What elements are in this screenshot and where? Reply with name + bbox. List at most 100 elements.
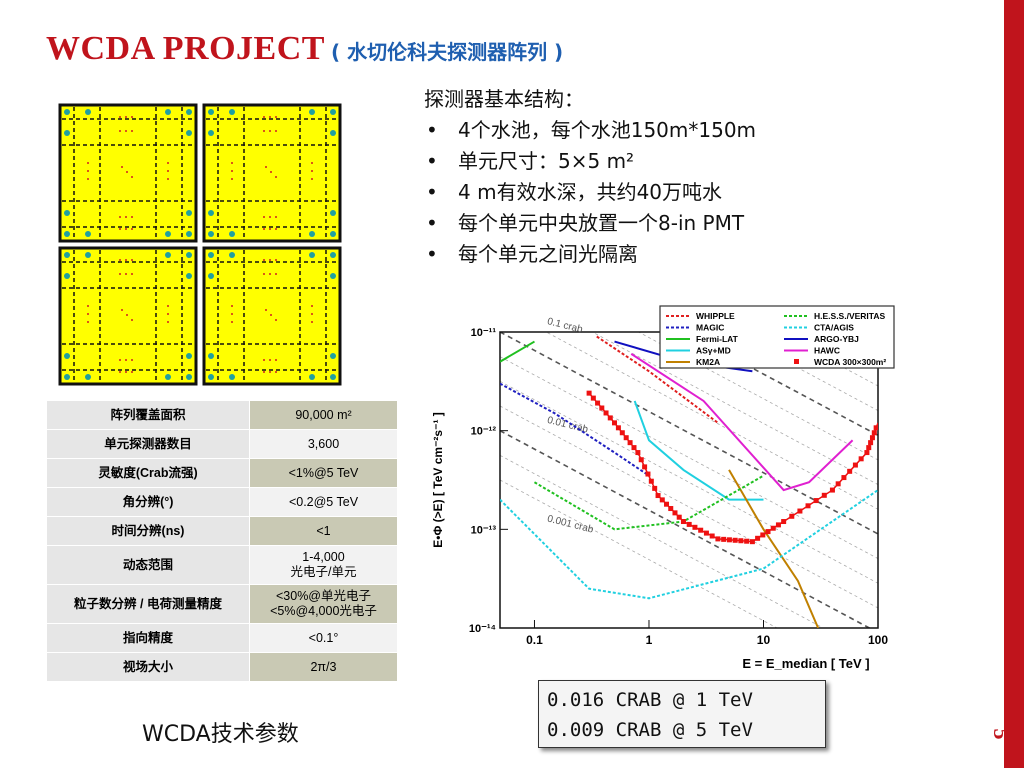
param-name: 粒子数分辨 / 电荷测量精度	[46, 584, 250, 624]
series-marker	[664, 501, 670, 507]
water-pool	[202, 103, 342, 243]
x-axis-label: E = E_median [ TeV ]	[742, 656, 869, 671]
param-value: <0.1°	[249, 623, 398, 653]
parameters-table-wrap: 阵列覆盖面积 90,000 m² 单元探测器数目 3,600 灵敏度(Crab流强) <1…	[46, 400, 398, 682]
legend-label: HAWC	[814, 346, 840, 356]
table-caption: WCDA技术参数	[142, 722, 299, 747]
series-line	[500, 382, 650, 477]
water-pool	[202, 246, 342, 386]
series-marker	[866, 445, 872, 451]
series-marker	[781, 519, 787, 525]
crab-reference-line	[500, 380, 878, 584]
series-marker	[668, 506, 674, 512]
series-marker	[721, 536, 727, 542]
table-row: 指向精度 <0.1°	[46, 623, 398, 653]
series-marker	[645, 471, 651, 477]
table-row: 灵敏度(Crab流强) <1%@5 TeV	[46, 458, 398, 488]
series-marker	[599, 405, 605, 411]
series-marker	[871, 430, 877, 436]
series-marker	[835, 481, 841, 487]
bullet-item: 单元尺寸：5×5 m²	[424, 146, 756, 177]
series-line	[596, 335, 719, 424]
series-marker	[703, 530, 709, 536]
series-marker	[680, 519, 686, 525]
crab-reference-line	[500, 405, 878, 609]
parameters-table: 阵列覆盖面积 90,000 m² 单元探测器数目 3,600 灵敏度(Crab流强) <1…	[46, 400, 398, 682]
series-marker	[755, 535, 761, 541]
legend-label: WCDA 300×300m²	[814, 357, 886, 367]
series-marker	[726, 537, 732, 543]
y-tick-label: 10⁻¹¹	[471, 327, 497, 339]
bullet-list: 4个水池，每个水池150m*150m 单元尺寸：5×5 m² 4 m有效水深，共…	[424, 115, 756, 270]
crab-note-line: 0.016 CRAB @ 1 TeV	[547, 689, 753, 711]
legend-label: H.E.S.S./VERITAS	[814, 311, 885, 321]
series-marker	[864, 450, 870, 456]
series-marker	[709, 533, 715, 539]
x-tick-label: 10	[757, 633, 771, 647]
series-marker	[821, 492, 827, 498]
table-row: 动态范围 1-4,000 光电子/单元	[46, 545, 398, 585]
series-marker	[789, 513, 795, 519]
crab-line-label: 0.001 crab	[546, 513, 595, 535]
series-marker	[797, 508, 803, 514]
crab-reference-line	[500, 479, 778, 628]
series-line	[633, 400, 764, 501]
series-marker	[612, 420, 618, 426]
series-marker	[770, 525, 776, 531]
crab-sensitivity-note: 0.016 CRAB @ 1 TeV 0.009 CRAB @ 5 TeV	[538, 680, 826, 748]
param-name: 时间分辨(ns)	[46, 516, 250, 546]
detector-array-diagram	[58, 103, 342, 386]
series-marker	[686, 521, 692, 527]
x-tick-label: 0.1	[526, 633, 543, 647]
param-name: 动态范围	[46, 545, 250, 585]
series-marker	[590, 395, 596, 401]
legend-label: CTA/AGIS	[814, 323, 854, 333]
series-marker	[852, 462, 858, 468]
series-marker	[760, 532, 766, 538]
legend-label: KM2A	[696, 357, 720, 367]
param-name: 单元探测器数目	[46, 429, 250, 459]
param-value: 90,000 m²	[249, 400, 398, 430]
legend-label: ARGO-YBJ	[814, 334, 859, 344]
series-marker	[692, 524, 698, 530]
water-pool	[58, 103, 198, 243]
series-marker	[642, 464, 648, 470]
series-line	[500, 489, 878, 600]
series-marker	[607, 415, 613, 421]
series-marker	[715, 536, 721, 542]
structure-bullets: 探测器基本结构： 4个水池，每个水池150m*150m 单元尺寸：5×5 m² …	[424, 84, 756, 270]
series-marker	[858, 456, 864, 462]
series-marker	[869, 435, 875, 441]
series-marker	[738, 538, 744, 544]
series-marker	[603, 410, 609, 416]
legend-label: ASγ+MD	[696, 346, 731, 356]
series-marker	[648, 478, 654, 484]
series-marker	[619, 430, 625, 436]
plot-frame	[499, 331, 879, 629]
series-marker	[659, 497, 665, 503]
param-value: 1-4,000 光电子/单元	[249, 545, 398, 585]
y-tick-label: 10⁻¹⁴	[469, 623, 496, 635]
bullets-lead: 探测器基本结构：	[424, 87, 584, 111]
series-marker	[595, 400, 601, 406]
table-row: 阵列覆盖面积 90,000 m²	[46, 400, 398, 430]
legend-label: MAGIC	[696, 323, 724, 333]
bullet-item: 每个单元中央放置一个8-in PMT	[424, 208, 756, 239]
series-marker	[638, 457, 644, 463]
series-marker	[873, 425, 878, 431]
y-axis-label: E•Φ (>E) [ TeV cm⁻²s⁻¹ ]	[431, 412, 445, 548]
y-tick-label: 10⁻¹²	[471, 426, 497, 438]
series-marker	[829, 487, 835, 493]
param-name: 指向精度	[46, 623, 250, 653]
title-subtitle: ( 水切伦科夫探测器阵列 )	[330, 40, 564, 64]
right-accent-bar	[1004, 0, 1024, 768]
series-marker	[672, 510, 678, 516]
param-name: 阵列覆盖面积	[46, 400, 250, 430]
title-main: WCDA PROJECT	[46, 30, 325, 67]
series-marker	[586, 390, 592, 396]
series-line	[533, 474, 764, 531]
series-marker	[765, 529, 771, 535]
